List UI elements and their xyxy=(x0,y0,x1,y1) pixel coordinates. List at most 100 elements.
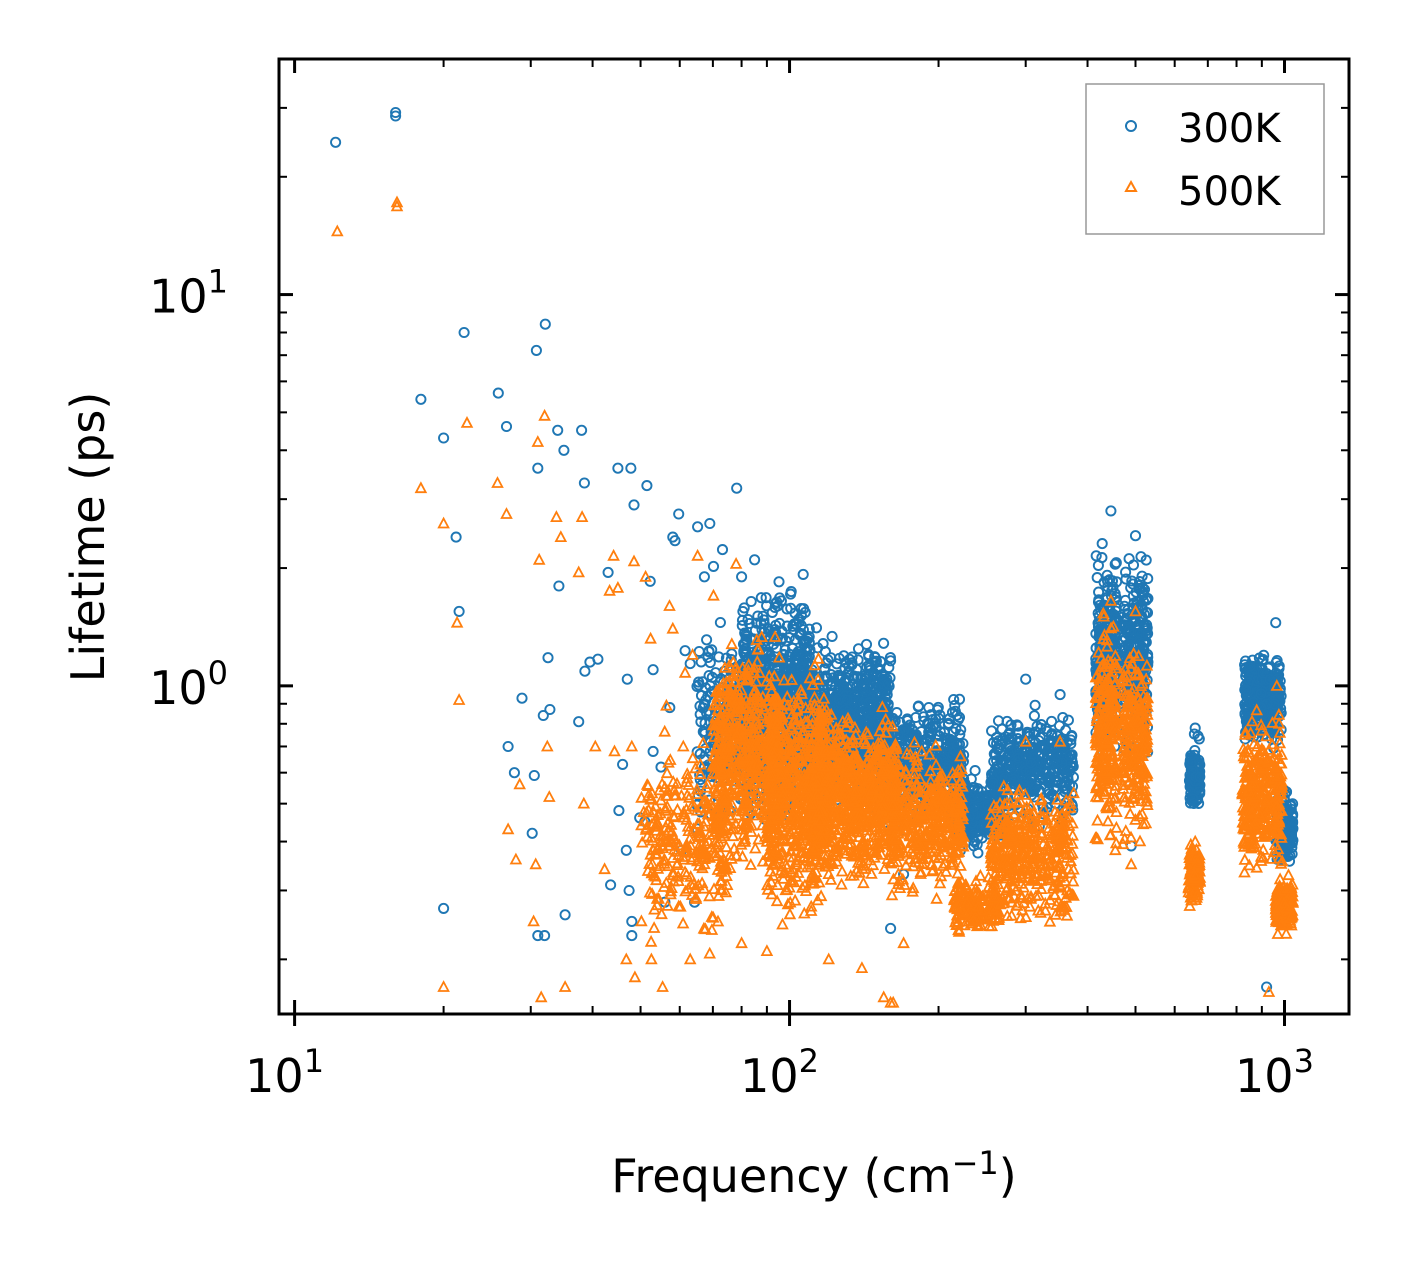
point-500K xyxy=(657,880,671,892)
point-500K xyxy=(701,777,714,789)
point-300K xyxy=(826,630,838,642)
point-500K xyxy=(659,801,672,814)
point-500K xyxy=(655,777,669,789)
point-300K xyxy=(1185,756,1197,768)
point-300K xyxy=(628,499,640,511)
point-300K xyxy=(1110,557,1122,569)
point-500K xyxy=(682,778,695,790)
point-300K xyxy=(885,922,897,934)
point-300K xyxy=(1281,843,1294,855)
point-300K xyxy=(987,777,999,789)
point-300K xyxy=(769,601,781,614)
point-300K xyxy=(664,702,676,714)
point-300K xyxy=(714,616,726,629)
point-300K xyxy=(1136,587,1148,599)
point-300K xyxy=(1003,727,1015,739)
point-300K xyxy=(1240,684,1252,696)
point-300K xyxy=(1051,776,1063,788)
point-500K xyxy=(649,846,662,859)
point-500K xyxy=(680,840,693,853)
point-300K xyxy=(846,651,858,663)
point-300K xyxy=(669,535,681,547)
point-300K xyxy=(800,653,812,665)
point-300K xyxy=(1004,760,1016,772)
point-300K xyxy=(1025,757,1037,769)
point-500K xyxy=(681,819,695,832)
point-300K xyxy=(1193,754,1205,766)
point-500K xyxy=(684,869,697,882)
point-300K xyxy=(1064,749,1076,761)
point-300K xyxy=(731,482,743,494)
point-300K xyxy=(1120,614,1132,626)
point-300K xyxy=(1054,689,1066,701)
point-300K xyxy=(679,645,691,657)
point-500K xyxy=(668,831,681,844)
point-300K xyxy=(544,703,556,716)
point-500K xyxy=(641,829,654,842)
point-300K xyxy=(438,432,450,444)
point-500K xyxy=(653,783,666,796)
point-300K xyxy=(1057,711,1069,724)
point-500K xyxy=(644,934,658,947)
point-300K xyxy=(839,662,851,674)
point-300K xyxy=(839,676,851,688)
point-300K xyxy=(1106,575,1118,587)
point-300K xyxy=(539,930,551,942)
point-300K xyxy=(954,728,966,741)
point-500K xyxy=(680,788,694,801)
point-300K xyxy=(1256,674,1268,686)
point-300K xyxy=(698,571,710,583)
point-300K xyxy=(330,136,342,148)
point-500K xyxy=(699,922,712,935)
point-300K xyxy=(528,769,540,782)
point-300K xyxy=(740,643,752,655)
point-500K xyxy=(689,890,703,903)
point-500K xyxy=(664,887,677,900)
point-500K xyxy=(684,838,697,851)
point-500K xyxy=(659,803,672,816)
point-500K xyxy=(706,910,720,923)
point-300K xyxy=(1005,744,1017,757)
point-300K xyxy=(516,692,528,704)
point-500K xyxy=(662,838,675,851)
point-300K xyxy=(647,745,659,757)
point-300K xyxy=(602,566,614,578)
point-300K xyxy=(783,632,795,644)
point-500K xyxy=(666,809,680,821)
point-300K xyxy=(1042,758,1055,770)
point-300K xyxy=(559,909,571,921)
point-300K xyxy=(701,634,713,646)
point-300K xyxy=(751,617,763,629)
point-300K xyxy=(1275,706,1287,718)
point-300K xyxy=(700,694,712,706)
point-300K xyxy=(701,707,713,719)
point-300K xyxy=(1194,771,1206,783)
point-500K xyxy=(696,736,710,748)
point-500K xyxy=(742,658,755,670)
point-500K xyxy=(714,882,727,895)
point-300K xyxy=(967,822,979,834)
point-300K xyxy=(641,480,653,492)
point-300K xyxy=(943,713,955,725)
point-500K xyxy=(656,838,669,851)
point-300K xyxy=(997,749,1009,761)
point-300K xyxy=(1062,771,1074,783)
point-500K xyxy=(679,884,692,897)
point-300K xyxy=(923,701,935,714)
point-500K xyxy=(670,776,684,789)
point-300K xyxy=(797,650,809,662)
point-300K xyxy=(1253,652,1265,664)
point-500K xyxy=(695,876,709,889)
point-300K xyxy=(946,706,959,718)
point-500K xyxy=(698,846,712,859)
point-300K xyxy=(1287,810,1299,822)
point-300K xyxy=(1185,749,1197,762)
point-500K xyxy=(728,717,742,729)
point-300K xyxy=(1242,677,1254,689)
point-500K xyxy=(691,817,704,830)
point-500K xyxy=(719,885,733,898)
point-500K xyxy=(680,867,693,880)
point-500K xyxy=(711,914,725,927)
point-300K xyxy=(833,704,845,716)
point-300K xyxy=(450,531,462,543)
